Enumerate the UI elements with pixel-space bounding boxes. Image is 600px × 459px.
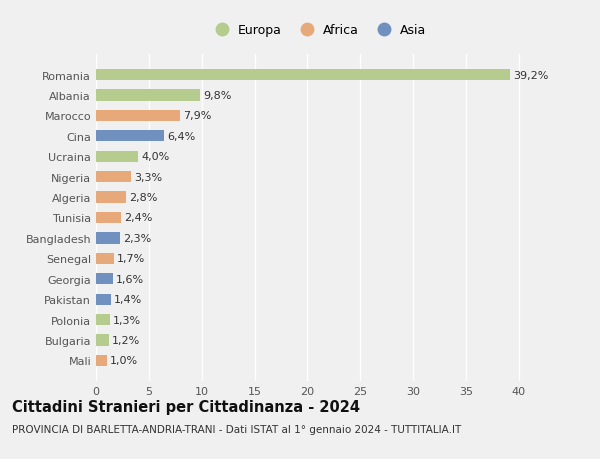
Bar [96, 335, 109, 346]
Bar [96, 355, 107, 366]
Legend: Europa, Africa, Asia: Europa, Africa, Asia [205, 19, 431, 42]
Bar [96, 233, 121, 244]
Text: Cittadini Stranieri per Cittadinanza - 2024: Cittadini Stranieri per Cittadinanza - 2… [12, 399, 360, 414]
Text: PROVINCIA DI BARLETTA-ANDRIA-TRANI - Dati ISTAT al 1° gennaio 2024 - TUTTITALIA.: PROVINCIA DI BARLETTA-ANDRIA-TRANI - Dat… [12, 425, 461, 435]
Text: 6,4%: 6,4% [167, 132, 195, 141]
Text: 1,2%: 1,2% [112, 335, 140, 345]
Bar [96, 70, 511, 81]
Text: 7,9%: 7,9% [182, 111, 211, 121]
Bar [96, 172, 131, 183]
Text: 39,2%: 39,2% [514, 71, 549, 80]
Text: 1,6%: 1,6% [116, 274, 144, 284]
Bar [96, 314, 110, 325]
Text: 1,7%: 1,7% [117, 254, 145, 264]
Text: 3,3%: 3,3% [134, 172, 162, 182]
Bar [96, 131, 164, 142]
Text: 2,3%: 2,3% [124, 233, 152, 243]
Text: 2,4%: 2,4% [125, 213, 153, 223]
Text: 1,3%: 1,3% [113, 315, 141, 325]
Bar [96, 294, 111, 305]
Bar [96, 151, 138, 162]
Bar [96, 213, 121, 224]
Bar [96, 90, 200, 101]
Text: 4,0%: 4,0% [142, 152, 170, 162]
Bar [96, 274, 113, 285]
Text: 9,8%: 9,8% [203, 91, 231, 101]
Text: 1,4%: 1,4% [114, 295, 142, 304]
Bar [96, 111, 179, 122]
Text: 2,8%: 2,8% [129, 193, 157, 203]
Bar [96, 192, 125, 203]
Text: 1,0%: 1,0% [110, 356, 138, 365]
Bar [96, 253, 114, 264]
